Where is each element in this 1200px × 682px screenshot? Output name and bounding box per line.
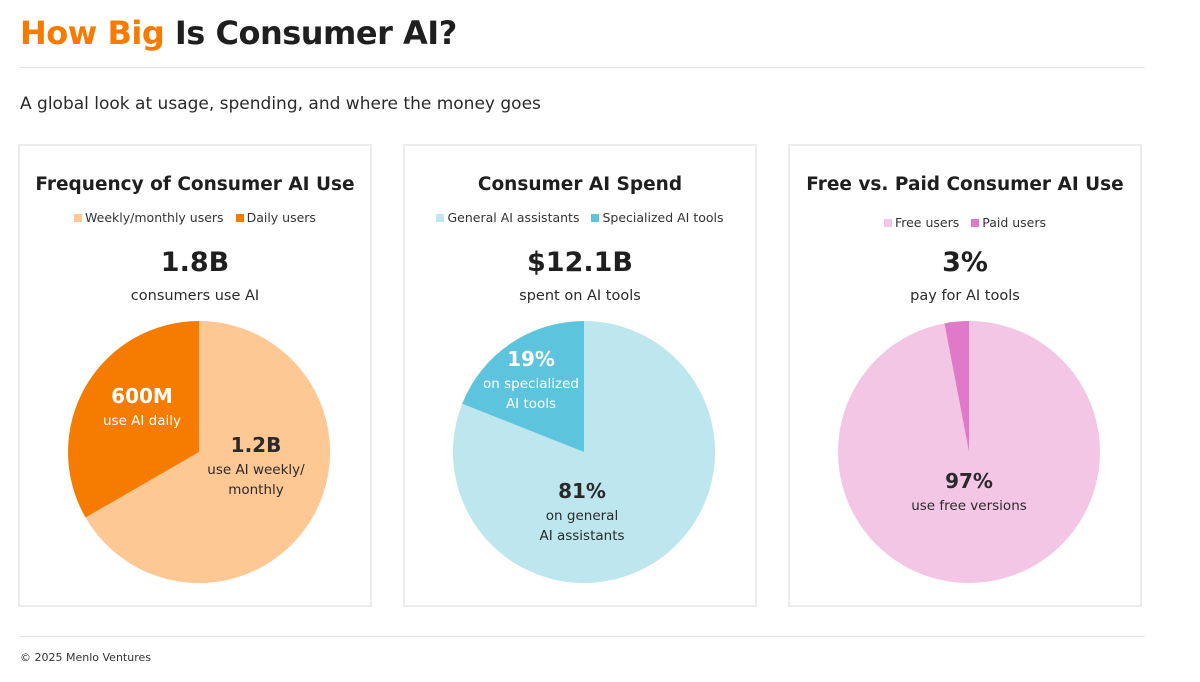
pie-chart: 1.2B use AI weekly/monthly 600M use AI dail… xyxy=(67,321,330,583)
pie-slice-specialized-ai-tools xyxy=(462,321,584,452)
legend: Weekly/monthly users Daily users xyxy=(20,210,370,225)
slice-caption-label: on specialized xyxy=(483,376,579,392)
legend-label: Weekly/monthly users xyxy=(85,210,224,225)
slice-value-label: 81% xyxy=(558,479,606,503)
headline-value: $12.1B xyxy=(527,247,633,278)
slice-caption-label: AI assistants xyxy=(539,528,624,544)
legend-swatch xyxy=(883,219,892,227)
headline-value: 3% xyxy=(942,247,988,278)
slice-caption-label: use AI weekly/ xyxy=(207,462,305,478)
headline-caption: pay for AI tools xyxy=(910,288,1020,304)
slice-value-label: 97% xyxy=(945,469,993,493)
headline-caption: spent on AI tools xyxy=(519,288,641,304)
chart-card-frequency: Frequency of Consumer AI Use Weekly/mont… xyxy=(18,144,372,607)
title-highlight: How Big xyxy=(20,14,165,52)
legend-item: General AI assistants xyxy=(436,210,579,225)
header-divider xyxy=(20,67,1145,68)
slice-caption-label: use AI daily xyxy=(103,413,181,429)
pie-chart: 97% use free versions xyxy=(837,321,1100,583)
legend-swatch xyxy=(436,214,445,222)
legend: Free users Paid users xyxy=(790,215,1140,230)
card-title: Frequency of Consumer AI Use xyxy=(35,174,355,195)
pie-chart: 81% on general AI assistants 19% on speciali… xyxy=(453,321,716,583)
headline-caption: consumers use AI xyxy=(130,288,260,304)
pie-slice-general-ai-assistants xyxy=(453,321,716,583)
legend-item: Daily users xyxy=(235,210,316,225)
pie-slice-free-users xyxy=(837,321,1100,583)
footer-divider xyxy=(20,636,1145,637)
title-rest: Is Consumer AI? xyxy=(174,14,457,52)
legend-swatch xyxy=(74,214,83,222)
headline-value: 1.8B xyxy=(160,247,230,278)
legend-swatch xyxy=(235,214,244,222)
legend-item: Free users xyxy=(883,215,960,230)
copyright: © 2025 Menlo Ventures xyxy=(20,651,151,664)
legend-label: Specialized AI tools xyxy=(602,210,724,225)
legend-swatch xyxy=(971,219,980,227)
legend: General AI assistants Specialized AI too… xyxy=(405,210,755,225)
slice-value-label: 19% xyxy=(507,347,555,371)
legend-item: Paid users xyxy=(971,215,1046,230)
legend-label: Paid users xyxy=(982,215,1047,230)
legend-label: General AI assistants xyxy=(447,210,580,225)
slice-caption-label: on general xyxy=(546,508,618,524)
legend-swatch xyxy=(591,214,600,222)
pie-slice-weekly-monthly-users xyxy=(85,321,330,583)
chart-card-free-paid: Free vs. Paid Consumer AI Use Free users… xyxy=(788,144,1142,607)
card-title: Consumer AI Spend xyxy=(477,174,683,195)
legend-item: Specialized AI tools xyxy=(591,210,724,225)
page-title: How Big Is Consumer AI? xyxy=(20,11,457,55)
legend-label: Free users xyxy=(894,215,960,230)
card-title: Free vs. Paid Consumer AI Use xyxy=(806,174,1124,195)
legend-label: Daily users xyxy=(246,210,316,225)
pie-slice-daily-users xyxy=(67,321,200,518)
pie-slice-paid-users xyxy=(944,321,969,452)
slice-caption-label: monthly xyxy=(228,482,284,498)
chart-card-spend: Consumer AI Spend General AI assistants … xyxy=(403,144,757,607)
slice-value-label: 600M xyxy=(111,384,173,408)
slice-value-label: 1.2B xyxy=(231,433,282,457)
slice-caption-label: AI tools xyxy=(506,396,556,412)
slice-caption-label: use free versions xyxy=(911,498,1027,514)
legend-item: Weekly/monthly users xyxy=(74,210,224,225)
page-subtitle: A global look at usage, spending, and wh… xyxy=(20,94,541,114)
